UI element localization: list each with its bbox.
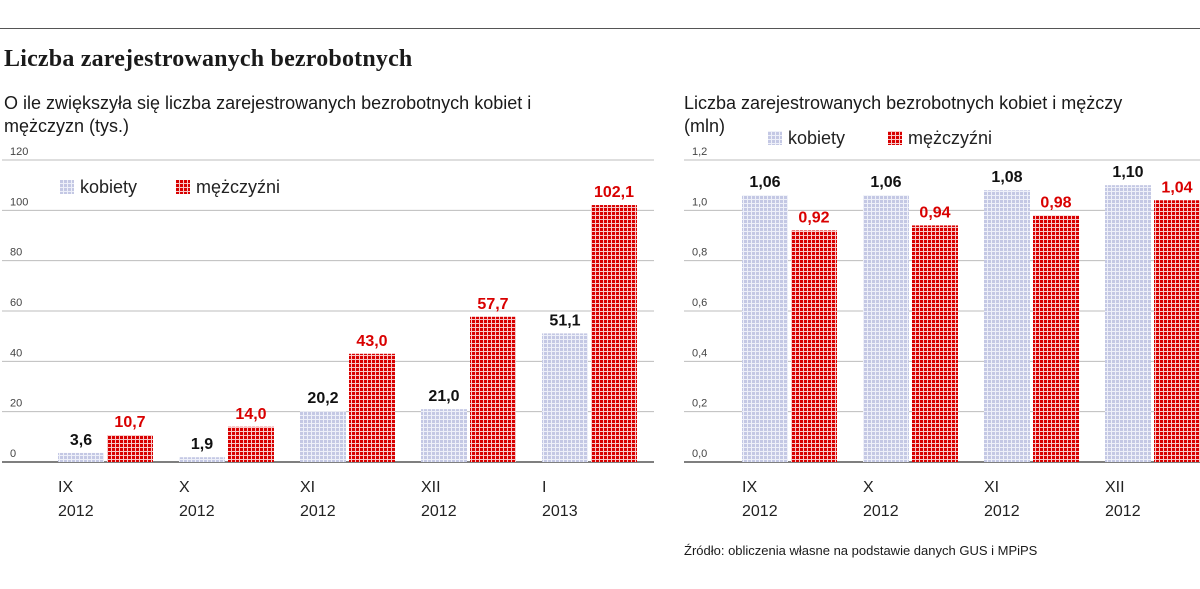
bar-kobiety <box>300 411 346 462</box>
category-label: IX <box>58 479 73 496</box>
legend-swatch-mezczyzni <box>176 180 190 194</box>
legend-swatch-kobiety <box>60 180 74 194</box>
bar-mezczyzni <box>912 225 958 462</box>
category-label: XI <box>984 479 999 496</box>
category-year-label: 2013 <box>542 503 578 520</box>
y-tick-label: 0,4 <box>692 347 707 359</box>
category-year-label: 2012 <box>179 503 215 520</box>
y-tick-label: 1,2 <box>692 146 707 158</box>
bar-mezczyzni <box>591 205 637 462</box>
bar-kobiety <box>863 195 909 462</box>
bar-kobiety <box>984 190 1030 462</box>
y-tick-label: 80 <box>10 247 22 259</box>
legend-swatch-kobiety <box>768 131 782 145</box>
y-tick-label: 60 <box>10 297 22 309</box>
right-chart-title-line2: (mln) <box>684 116 725 136</box>
bar-kobiety <box>742 195 788 462</box>
category-year-label: 2012 <box>984 503 1020 520</box>
bar-mezczyzni <box>470 316 516 462</box>
bar-kobiety <box>542 333 588 462</box>
bar-mezczyzni <box>228 426 274 462</box>
data-label-kobiety: 51,1 <box>549 312 580 329</box>
left-chart-title: O ile zwiększyła się liczba zarejestrowa… <box>4 93 532 136</box>
bar-mezczyzni <box>791 230 837 462</box>
data-label-kobiety: 3,6 <box>70 432 92 449</box>
source-note: Źródło: obliczenia własne na podstawie d… <box>684 543 1038 558</box>
data-label-mezczyzni: 0,92 <box>798 209 829 226</box>
category-label: I <box>542 479 546 496</box>
data-label-kobiety: 1,08 <box>991 169 1022 186</box>
category-year-label: 2012 <box>58 503 94 520</box>
y-tick-label: 120 <box>10 146 28 158</box>
data-label-mezczyzni: 1,04 <box>1161 179 1192 196</box>
category-year-label: 2012 <box>863 503 899 520</box>
y-tick-label: 40 <box>10 347 22 359</box>
category-label: XII <box>421 479 441 496</box>
y-tick-label: 0,2 <box>692 398 707 410</box>
legend-label-mezczyzni: mężczyźni <box>196 177 280 197</box>
y-tick-label: 0 <box>10 448 16 460</box>
bar-kobiety <box>1105 185 1151 462</box>
y-tick-label: 20 <box>10 398 22 410</box>
bar-mezczyzni <box>349 353 395 462</box>
y-tick-label: 0,6 <box>692 297 707 309</box>
data-label-kobiety: 21,0 <box>428 388 459 405</box>
data-label-kobiety: 1,9 <box>191 436 213 453</box>
data-label-kobiety: 1,06 <box>749 174 780 191</box>
category-label: XII <box>1105 479 1125 496</box>
data-label-mezczyzni: 10,7 <box>114 414 145 431</box>
y-tick-label: 100 <box>10 196 28 208</box>
page-title: Liczba zarejestrowanych bezrobotnych <box>4 46 413 72</box>
top-rule <box>0 28 1200 29</box>
data-label-mezczyzni: 57,7 <box>477 296 508 313</box>
data-label-mezczyzni: 102,1 <box>594 184 634 201</box>
category-year-label: 2012 <box>421 503 457 520</box>
bar-mezczyzni <box>1154 200 1200 462</box>
y-tick-label: 0,8 <box>692 247 707 259</box>
data-label-kobiety: 20,2 <box>307 390 338 407</box>
y-tick-label: 1,0 <box>692 196 707 208</box>
category-year-label: 2012 <box>1105 503 1141 520</box>
legend-label-kobiety: kobiety <box>788 128 845 148</box>
bar-mezczyzni <box>107 435 153 462</box>
right-chart-title-line1: Liczba zarejestrowanych bezrobotnych kob… <box>684 93 1123 113</box>
data-label-kobiety: 1,10 <box>1112 164 1143 181</box>
category-year-label: 2012 <box>300 503 336 520</box>
legend-swatch-mezczyzni <box>888 131 902 145</box>
legend-label-mezczyzni: mężczyźni <box>908 128 992 148</box>
bar-kobiety <box>179 457 225 462</box>
legend-label-kobiety: kobiety <box>80 177 137 197</box>
category-year-label: 2012 <box>742 503 778 520</box>
bar-mezczyzni <box>1033 215 1079 462</box>
data-label-kobiety: 1,06 <box>870 174 901 191</box>
y-tick-label: 0,0 <box>692 448 707 460</box>
data-label-mezczyzni: 43,0 <box>356 333 387 350</box>
data-label-mezczyzni: 0,94 <box>919 204 950 221</box>
bar-kobiety <box>58 452 104 462</box>
data-label-mezczyzni: 14,0 <box>235 406 266 423</box>
category-label: XI <box>300 479 315 496</box>
bar-kobiety <box>421 409 467 462</box>
right-chart-title: Liczba zarejestrowanych bezrobotnych kob… <box>684 92 1200 138</box>
category-label: X <box>863 479 874 496</box>
category-label: X <box>179 479 190 496</box>
category-label: IX <box>742 479 757 496</box>
data-label-mezczyzni: 0,98 <box>1040 194 1071 211</box>
